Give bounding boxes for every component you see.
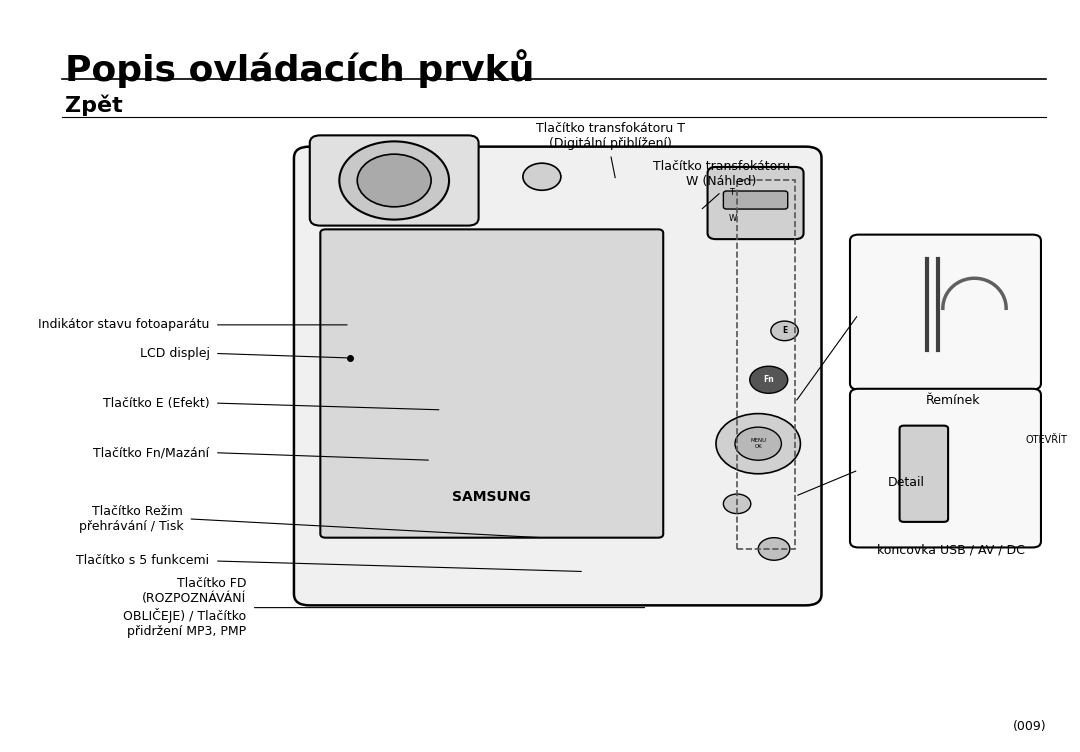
Text: Fn: Fn bbox=[764, 375, 774, 384]
FancyBboxPatch shape bbox=[724, 191, 787, 209]
FancyBboxPatch shape bbox=[850, 235, 1041, 390]
Text: Popis ovládacích prvků: Popis ovládacích prvků bbox=[65, 49, 535, 88]
FancyBboxPatch shape bbox=[321, 229, 663, 538]
Text: T: T bbox=[729, 188, 733, 197]
Text: SAMSUNG: SAMSUNG bbox=[453, 490, 531, 504]
Text: MENU
OK: MENU OK bbox=[751, 438, 766, 449]
FancyBboxPatch shape bbox=[310, 135, 478, 226]
Text: Tlačítko s 5 funkcemi: Tlačítko s 5 funkcemi bbox=[77, 554, 210, 568]
Circle shape bbox=[735, 427, 782, 460]
FancyBboxPatch shape bbox=[294, 147, 822, 605]
Text: koncovka USB / AV / DC: koncovka USB / AV / DC bbox=[877, 544, 1025, 557]
Circle shape bbox=[716, 414, 800, 474]
Text: (009): (009) bbox=[1013, 720, 1047, 733]
Text: Tlačítko E (Efekt): Tlačítko E (Efekt) bbox=[103, 396, 210, 410]
Text: LCD displej: LCD displej bbox=[139, 347, 210, 360]
Text: Tlačítko transfokátoru T
(Digitální přiblížení): Tlačítko transfokátoru T (Digitální přib… bbox=[536, 123, 685, 150]
Circle shape bbox=[758, 538, 789, 560]
Text: Tlačítko Režim
přehrávání / Tisk: Tlačítko Režim přehrávání / Tisk bbox=[79, 505, 184, 533]
Text: Zpět: Zpět bbox=[65, 94, 123, 116]
FancyBboxPatch shape bbox=[900, 426, 948, 522]
Circle shape bbox=[357, 154, 431, 207]
Text: E: E bbox=[782, 326, 787, 335]
Text: Indikátor stavu fotoaparátu: Indikátor stavu fotoaparátu bbox=[38, 318, 210, 332]
Text: Detail: Detail bbox=[888, 476, 924, 490]
Text: OTEVŘÍT: OTEVŘÍT bbox=[1025, 435, 1067, 445]
Text: Řemínek: Řemínek bbox=[927, 393, 981, 407]
Text: W: W bbox=[729, 214, 737, 223]
FancyBboxPatch shape bbox=[707, 167, 804, 239]
Text: Tlačítko FD
(ROZPOZNÁVÁNÍ
OBLIČEJE) / Tlačítko
přidržení MP3, PMP: Tlačítko FD (ROZPOZNÁVÁNÍ OBLIČEJE) / Tl… bbox=[123, 578, 246, 638]
Text: Tlačítko Fn/Mazání: Tlačítko Fn/Mazání bbox=[93, 446, 210, 459]
Circle shape bbox=[771, 321, 798, 341]
Text: Tlačítko transfokátoru
W (Náhled): Tlačítko transfokátoru W (Náhled) bbox=[652, 160, 789, 188]
Circle shape bbox=[750, 366, 787, 393]
Bar bbox=[737, 180, 795, 549]
Circle shape bbox=[339, 141, 449, 220]
Circle shape bbox=[724, 494, 751, 514]
Circle shape bbox=[523, 163, 561, 190]
FancyBboxPatch shape bbox=[850, 389, 1041, 547]
